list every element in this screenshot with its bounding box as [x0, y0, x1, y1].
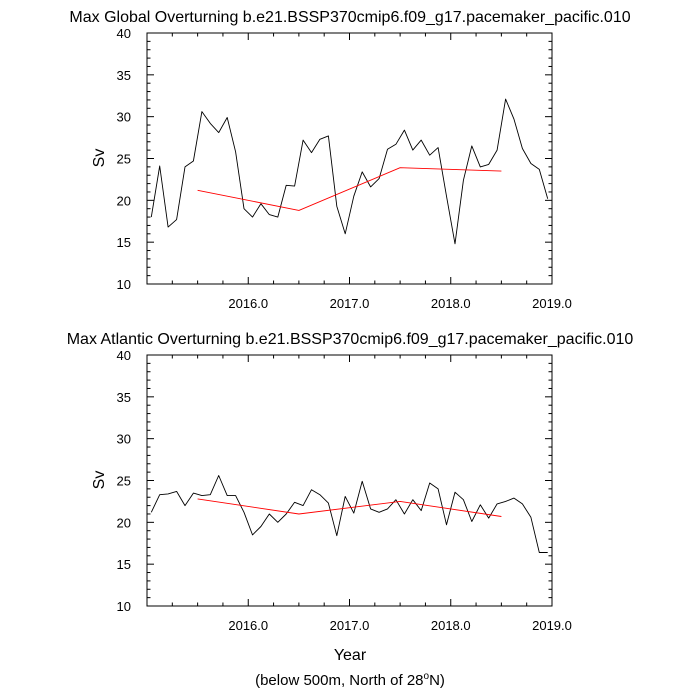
chart-title: Max Global Overturning b.e21.BSSP370cmip…: [69, 9, 630, 26]
chart-title: Max Atlantic Overturning b.e21.BSSP370cm…: [67, 331, 634, 348]
x-tick-label: 2017.0: [330, 618, 370, 633]
atlantic-overturning-panel: Max Atlantic Overturning b.e21.BSSP370cm…: [67, 331, 634, 664]
y-tick-label: 20: [117, 193, 131, 208]
y-tick-label: 40: [117, 26, 131, 41]
y-tick-label: 20: [117, 515, 131, 530]
monthly-series-line: [150, 475, 548, 553]
x-tick-label: 2016.0: [228, 618, 268, 633]
annual-mean-line: [197, 167, 502, 211]
footer-superscript: o: [424, 671, 430, 682]
x-tick-label: 2019.0: [532, 618, 572, 633]
series-group: [150, 475, 548, 553]
series-group: [150, 98, 549, 245]
y-tick-label: 10: [117, 599, 131, 614]
x-tick-label: 2019.0: [532, 296, 572, 311]
y-tick-label: 30: [117, 110, 131, 125]
footer-suffix: N): [429, 672, 445, 689]
x-axis-label: Year: [334, 647, 367, 664]
axis-ticks: [147, 32, 553, 285]
x-tick-label: 2017.0: [330, 296, 370, 311]
y-tick-label: 10: [117, 277, 131, 292]
y-tick-labels: 10 15 20 25 30 35 40: [117, 348, 131, 614]
y-tick-labels: 10 15 20 25 30 35 40: [117, 26, 131, 292]
plot-frame: [146, 354, 553, 607]
footer-prefix: (below 500m, North of 28: [255, 672, 423, 689]
plot-frame: [146, 32, 553, 285]
monthly-series-line: [150, 98, 549, 245]
x-tick-labels: 2016.0 2017.0 2018.0 2019.0: [228, 618, 572, 633]
x-tick-label: 2018.0: [431, 296, 471, 311]
axis-ticks: [147, 354, 553, 607]
annual-mean-line: [197, 498, 502, 517]
y-tick-label: 15: [117, 235, 131, 250]
y-tick-label: 35: [117, 68, 131, 83]
y-tick-label: 40: [117, 348, 131, 363]
global-overturning-panel: Max Global Overturning b.e21.BSSP370cmip…: [69, 9, 630, 311]
y-tick-label: 15: [117, 557, 131, 572]
y-tick-label: 25: [117, 152, 131, 167]
y-tick-label: 25: [117, 474, 131, 489]
x-tick-label: 2016.0: [228, 296, 268, 311]
footer-note: (below 500m, North of 28oN): [255, 671, 445, 689]
y-tick-label: 30: [117, 432, 131, 447]
x-tick-labels: 2016.0 2017.0 2018.0 2019.0: [228, 296, 572, 311]
x-tick-label: 2018.0: [431, 618, 471, 633]
y-tick-label: 35: [117, 390, 131, 405]
y-axis-label: Sv: [91, 471, 108, 490]
y-axis-label: Sv: [91, 149, 108, 168]
